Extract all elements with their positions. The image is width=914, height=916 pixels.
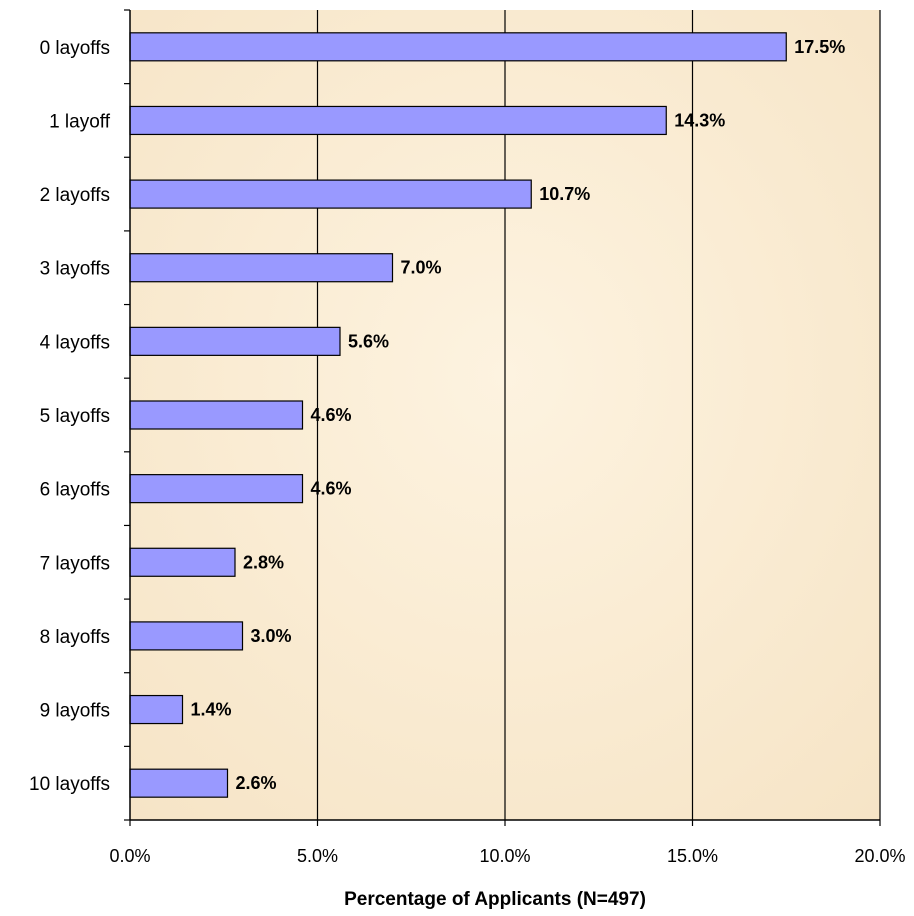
x-tick-label: 10.0% [479, 846, 530, 866]
bar [129, 621, 244, 651]
category-label: 10 layoffs [29, 774, 110, 795]
bar [129, 768, 229, 798]
data-label: 4.6% [311, 479, 352, 499]
category-label: 9 layoffs [40, 701, 110, 722]
category-label: 3 layoffs [40, 259, 110, 280]
data-label: 2.8% [243, 552, 284, 572]
x-axis-title: Percentage of Applicants (N=497) [344, 889, 646, 910]
axes [124, 9, 881, 826]
category-label: 7 layoffs [40, 553, 110, 574]
labels: 17.5% 0 layoffs 14.3% 1 layoff 10.7% 2 layoff… [29, 37, 906, 866]
gridlines [316, 10, 881, 820]
bar [129, 179, 532, 209]
bar [129, 400, 304, 430]
data-label: 5.6% [348, 331, 389, 351]
data-label: 17.5% [794, 37, 845, 57]
bar [129, 253, 394, 283]
x-tick-label: 0.0% [109, 846, 150, 866]
x-tick-label: 20.0% [854, 846, 905, 866]
data-label: 7.0% [401, 258, 442, 278]
data-label: 3.0% [251, 626, 292, 646]
category-label: 2 layoffs [40, 185, 110, 206]
bar [129, 474, 304, 504]
x-tick-label: 5.0% [297, 846, 338, 866]
bar [129, 32, 787, 62]
bar [129, 326, 341, 356]
bars [129, 32, 787, 798]
bar [129, 547, 236, 577]
data-label: 14.3% [674, 110, 725, 130]
bar [129, 105, 667, 136]
category-label: 4 layoffs [40, 332, 110, 353]
x-tick-label: 15.0% [667, 846, 718, 866]
bar [129, 694, 184, 725]
category-label: 5 layoffs [40, 406, 110, 427]
data-label: 4.6% [311, 405, 352, 425]
data-label: 10.7% [539, 184, 590, 204]
data-label: 1.4% [191, 700, 232, 720]
category-label: 0 layoffs [40, 38, 110, 59]
category-label: 8 layoffs [40, 627, 110, 648]
category-label: 1 layoff [49, 111, 111, 132]
category-label: 6 layoffs [40, 480, 110, 501]
data-label: 2.6% [236, 773, 277, 793]
